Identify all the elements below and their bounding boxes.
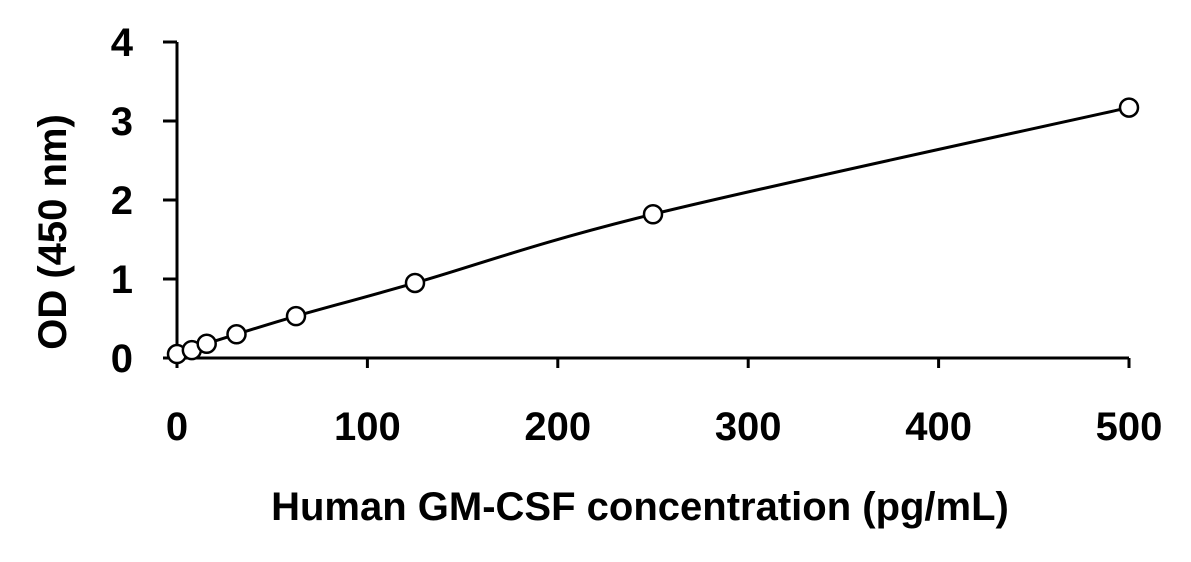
data-points xyxy=(166,97,1140,365)
y-tick-label: 4 xyxy=(111,21,134,65)
data-point xyxy=(226,324,247,345)
x-tick-label: 300 xyxy=(715,405,782,449)
data-point xyxy=(404,272,426,294)
y-tick-label: 3 xyxy=(111,100,133,144)
data-point xyxy=(642,203,664,225)
y-tick-label: 0 xyxy=(111,337,133,381)
data-point xyxy=(196,333,217,355)
x-ticks: 0 100 200 300 400 500 xyxy=(166,358,1163,449)
fit-curve xyxy=(176,106,1130,356)
y-ticks: 0 1 2 3 4 xyxy=(111,21,177,381)
x-tick-label: 400 xyxy=(905,405,972,449)
x-tick-label: 0 xyxy=(166,405,188,449)
x-tick-label: 100 xyxy=(334,405,401,449)
y-axis-title: OD (450 nm) xyxy=(31,114,75,350)
data-point xyxy=(1118,97,1140,118)
y-tick-label: 2 xyxy=(111,179,133,223)
x-tick-label: 500 xyxy=(1096,405,1163,449)
data-point xyxy=(285,305,307,327)
y-tick-label: 1 xyxy=(111,258,133,302)
x-axis-title: Human GM-CSF concentration (pg/mL) xyxy=(271,485,1009,529)
x-tick-label: 200 xyxy=(524,405,591,449)
axes xyxy=(175,42,1129,368)
